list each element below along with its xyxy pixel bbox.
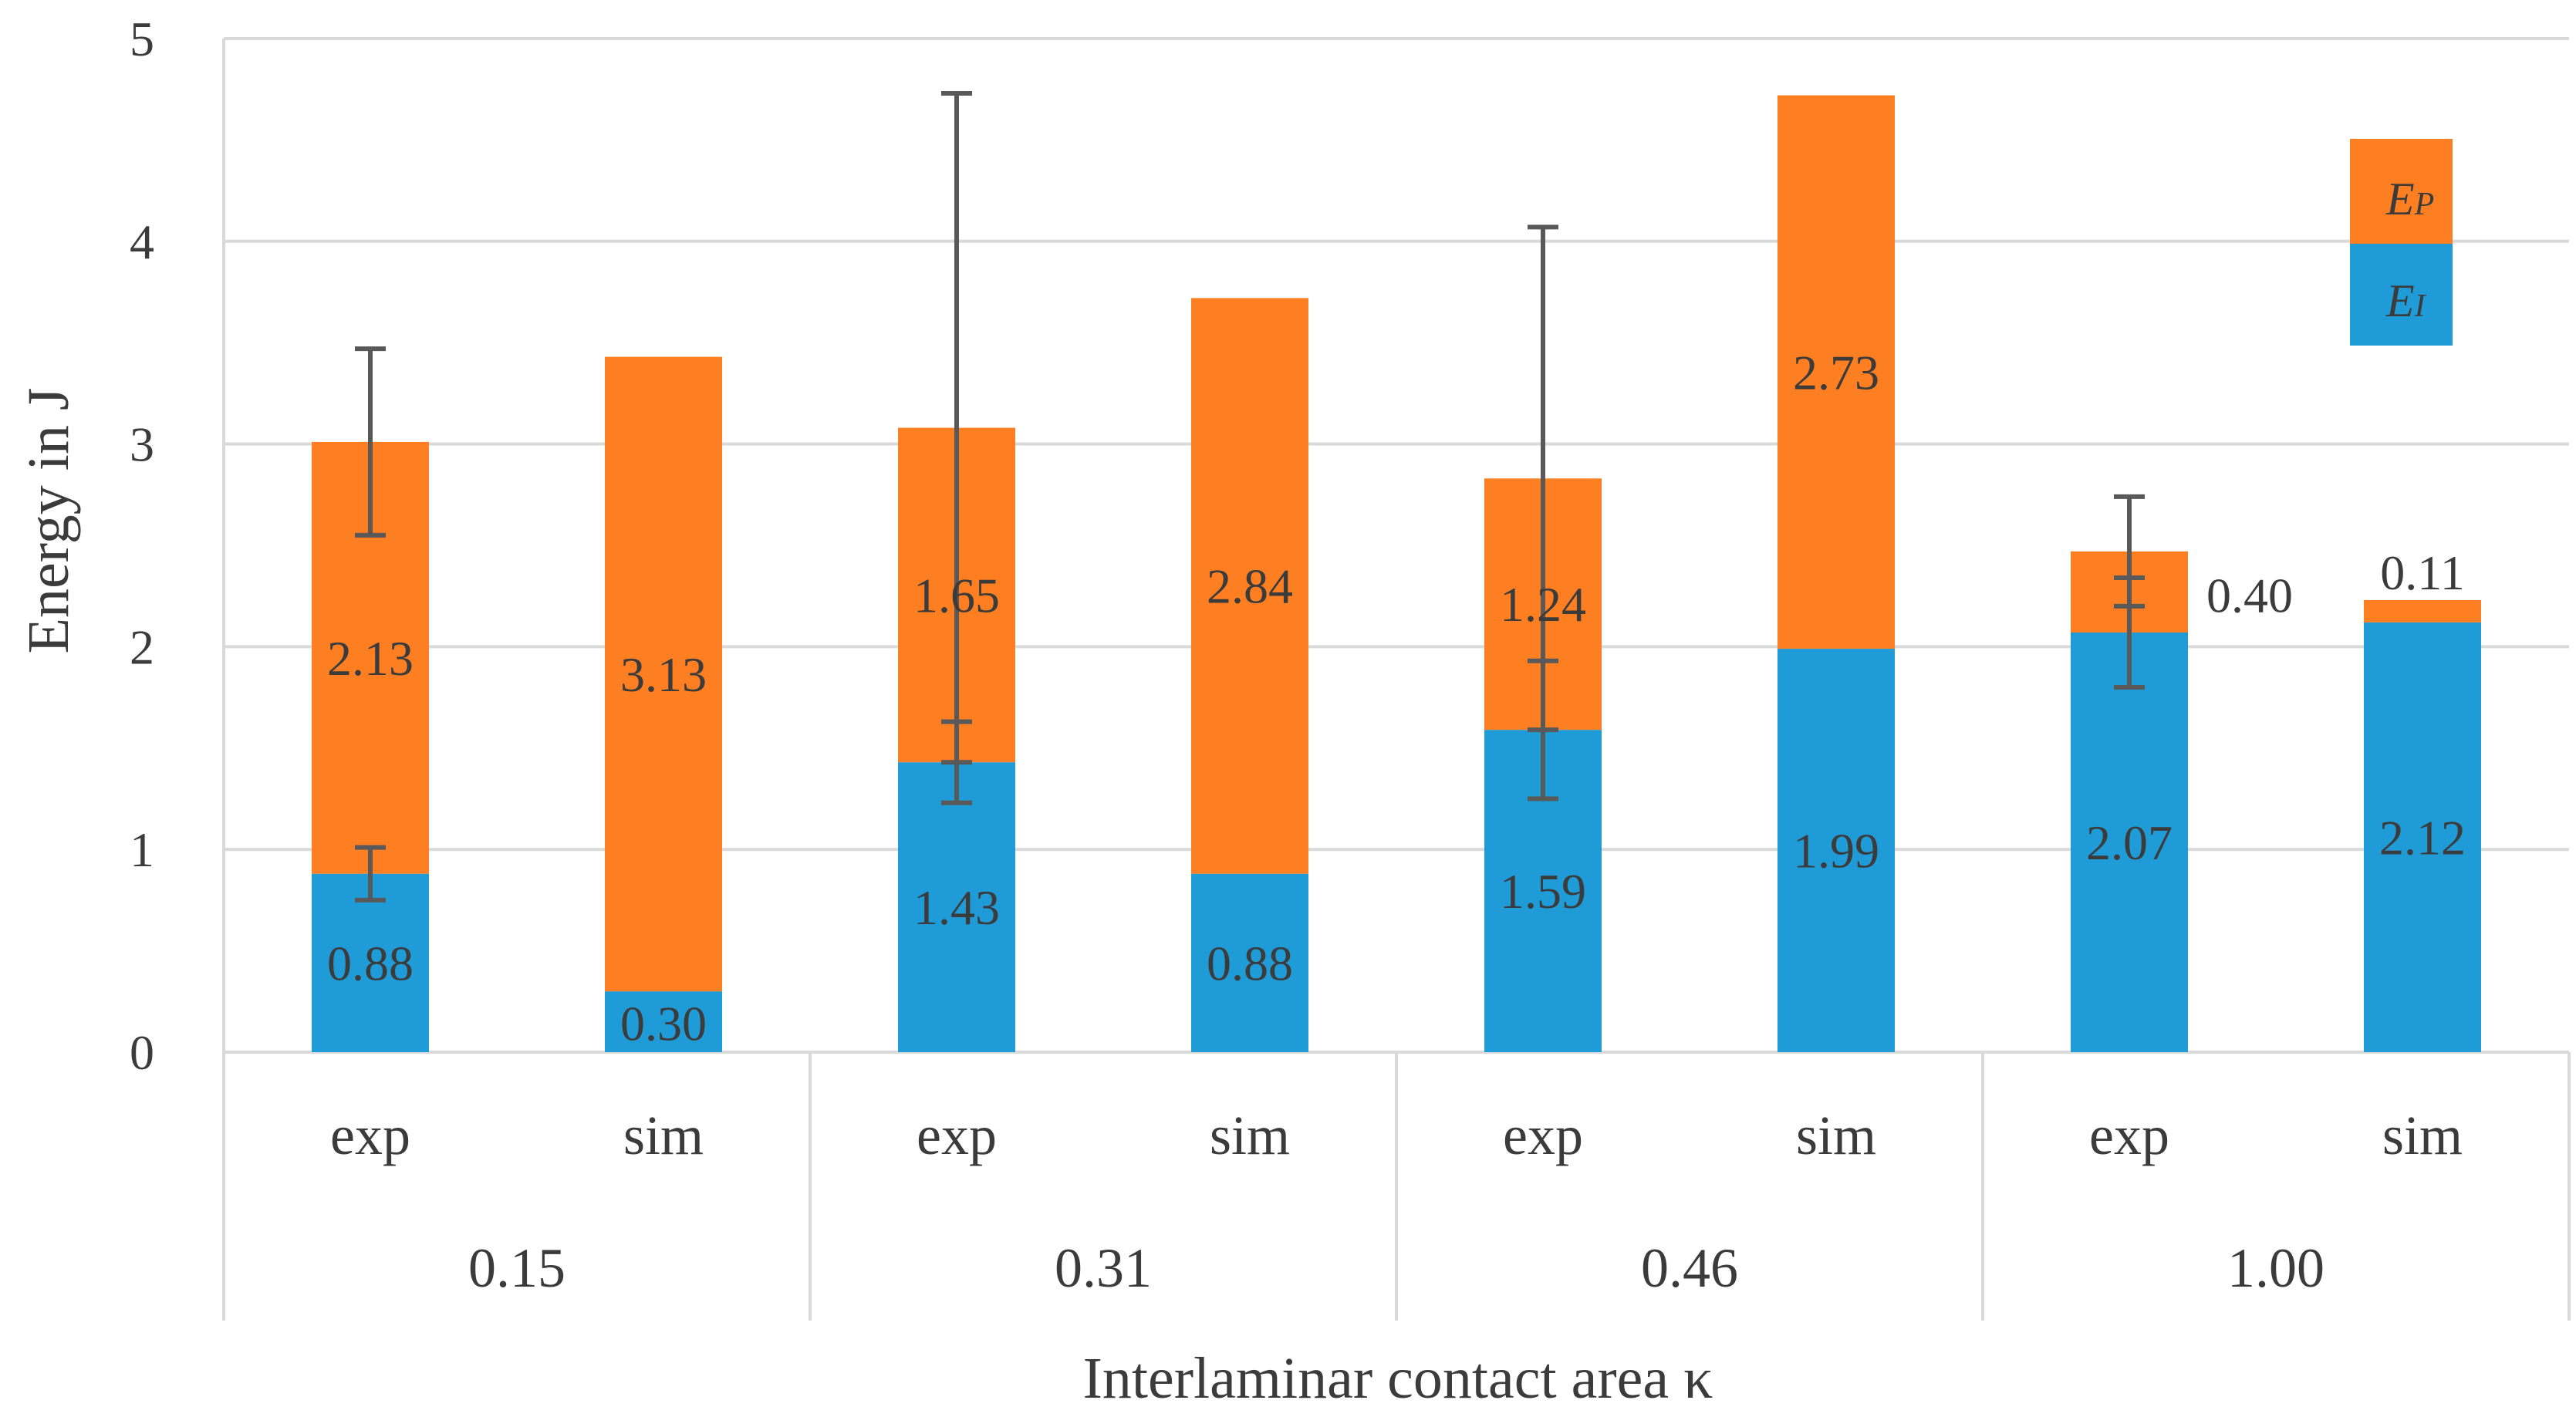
data-label: 3.13 [620,647,707,702]
x-category-label: sim [1796,1105,1876,1166]
bar-segment-ei [2071,633,2188,1052]
legend: EP EI [2350,139,2453,346]
x-category-label: exp [2089,1105,2169,1166]
bar-segment-ei [312,873,429,1052]
bar-segment-ei [1191,873,1308,1052]
legend-label-ep: EP [2385,174,2434,224]
x-group-label: 1.00 [2227,1237,2324,1299]
legend-swatch-ei [2350,244,2453,346]
x-category-label: sim [2382,1105,2463,1166]
data-label: 2.73 [1793,345,1879,400]
bar-segment-ep [1778,95,1895,649]
legend-label-ei: EI [2385,275,2427,326]
gridlines [224,37,2569,1054]
data-label: 0.88 [327,936,414,990]
x-category-label: exp [330,1105,410,1166]
data-label: 1.99 [1793,824,1879,879]
y-tick-label: 1 [130,822,154,877]
bar-segment-ep [1191,298,1308,874]
x-axis-title: Interlaminar contact area κ [1083,1346,1713,1411]
plot-frame [222,39,2571,1321]
bar-segment-ep [605,356,722,992]
y-axis-ticks: 0 1 2 3 4 5 [130,12,154,1080]
y-tick-label: 4 [130,214,154,269]
data-label: 0.11 [2380,545,2465,600]
x-group-label: 0.31 [1055,1237,1152,1299]
y-tick-label: 5 [130,12,154,66]
bar-segment-ei [605,991,722,1052]
data-label: 1.43 [913,880,1000,935]
y-tick-label: 2 [130,619,154,674]
data-label: 1.59 [1500,864,1586,919]
data-label: 0.30 [620,997,707,1051]
bar-segment-ep [2364,599,2481,622]
x-category-label: exp [1503,1105,1583,1166]
legend-swatch-ep [2350,139,2453,244]
x-axis-categories: exp sim exp sim exp sim exp sim 0.15 0.31 0.46 1.00 [330,1105,2463,1299]
x-category-label: sim [1210,1105,1290,1166]
x-group-label: 0.15 [468,1237,566,1299]
bar-segment-ei [2364,622,2481,1052]
data-label: 0.40 [2206,568,2293,622]
data-label: 2.84 [1207,559,1293,614]
bar-segment-ei [898,762,1015,1052]
y-tick-label: 3 [130,417,154,472]
data-labels: 0.88 2.13 0.30 3.13 1.43 1.65 0.88 2.84 1.59 1.24… [327,345,2466,1051]
data-label: 1.65 [913,568,1000,622]
x-category-label: exp [917,1105,997,1166]
error-bars [355,90,2145,902]
data-label: 2.07 [2086,815,2173,870]
data-label: 2.12 [2379,810,2466,865]
y-tick-label: 0 [130,1025,154,1080]
data-label: 2.13 [327,631,414,686]
data-label: 1.24 [1500,577,1586,632]
x-group-label: 0.46 [1641,1237,1738,1299]
x-category-label: sim [623,1105,704,1166]
bar-segment-ei [1778,649,1895,1052]
bars [312,95,2481,1052]
y-axis-title: Energy in J [16,388,81,654]
data-label: 0.88 [1207,936,1293,990]
